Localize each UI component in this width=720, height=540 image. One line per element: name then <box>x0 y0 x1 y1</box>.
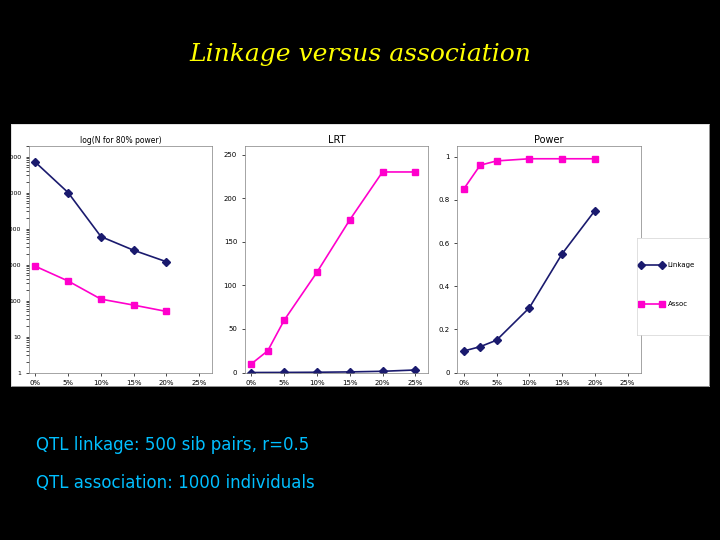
Title: log(N for 80% power): log(N for 80% power) <box>80 136 161 145</box>
X-axis label: QTL effect: QTL effect <box>99 389 143 398</box>
Title: LRT: LRT <box>328 135 346 145</box>
X-axis label: QTL effect: QTL effect <box>315 389 359 398</box>
Text: Linkage: Linkage <box>667 262 695 268</box>
X-axis label: QTL effect: QTL effect <box>527 389 571 398</box>
Text: QTL association: 1000 individuals: QTL association: 1000 individuals <box>36 474 315 492</box>
Text: Linkage versus association: Linkage versus association <box>189 43 531 65</box>
Title: Power: Power <box>534 135 564 145</box>
Text: Assoc: Assoc <box>667 301 688 307</box>
Text: QTL linkage: 500 sib pairs, r=0.5: QTL linkage: 500 sib pairs, r=0.5 <box>36 436 310 455</box>
